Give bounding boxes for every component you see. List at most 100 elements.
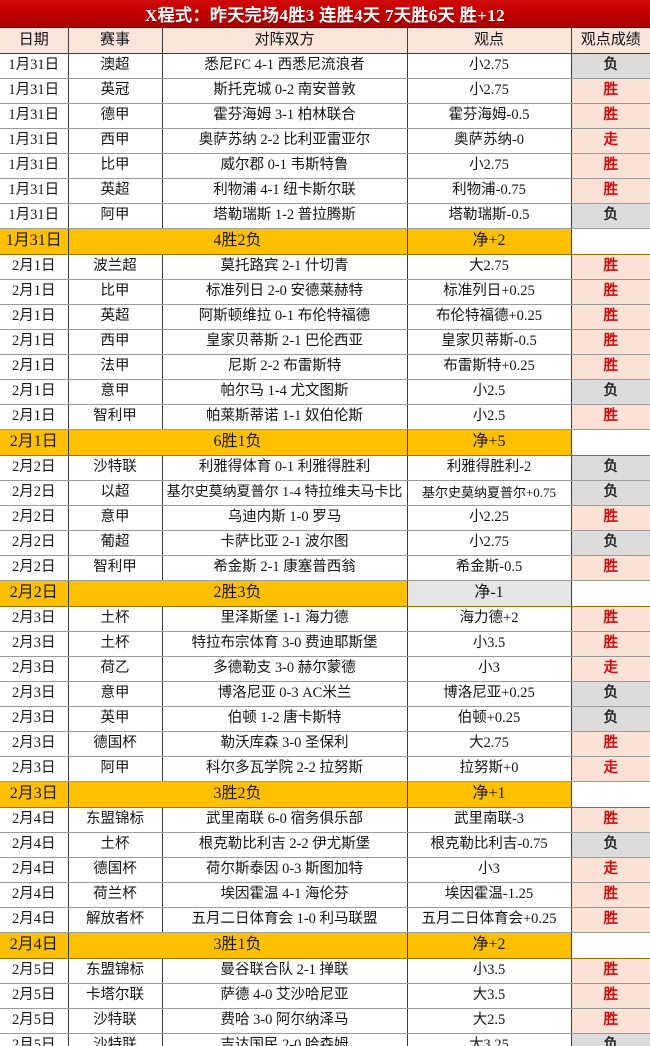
table-row: 2月1日 西甲 皇家贝蒂斯 2-1 巴伦西亚 皇家贝蒂斯-0.5 胜 — [0, 329, 650, 355]
cell-match: 奥萨苏纳 2-2 比利亚雷亚尔 — [162, 128, 408, 154]
cell-view: 五月二日体育会+0.25 — [407, 907, 572, 933]
cell-league: 荷乙 — [68, 656, 163, 682]
table-row: 1月31日 德甲 霍芬海姆 3-1 柏林联合 霍芬海姆-0.5 胜 — [0, 103, 650, 129]
cell-view: 海力德+2 — [407, 606, 572, 632]
summary-row: 2月2日 2胜3负 净-1 — [0, 579, 650, 607]
cell-match: 帕莱斯蒂诺 1-1 奴伯伦斯 — [162, 404, 408, 430]
cell-date: 1月31日 — [0, 78, 69, 104]
cell-result: 胜 — [570, 606, 650, 632]
cell-date: 1月31日 — [0, 128, 69, 154]
cell-view: 小2.5 — [407, 379, 572, 405]
column-header-view: 观点 — [407, 28, 572, 54]
table-row: 2月5日 卡塔尔联 萨德 4-0 艾沙哈尼亚 大3.5 胜 — [0, 983, 650, 1009]
cell-league: 法甲 — [68, 354, 163, 380]
cell-match: 荷尔斯泰因 0-3 斯图加特 — [162, 857, 408, 883]
cell-match: 乌迪内斯 1-0 罗马 — [162, 505, 408, 531]
table-row: 2月3日 土杯 里泽斯堡 1-1 海力德 海力德+2 胜 — [0, 606, 650, 632]
cell-league: 土杯 — [68, 606, 163, 632]
cell-league: 土杯 — [68, 832, 163, 858]
cell-league: 东盟锦标 — [68, 807, 163, 833]
cell-view: 大2.75 — [407, 254, 572, 280]
cell-league: 荷兰杯 — [68, 882, 163, 908]
table-row: 2月3日 阿甲 科尔多瓦学院 2-2 拉努斯 拉努斯+0 走 — [0, 756, 650, 782]
cell-match: 皇家贝蒂斯 2-1 巴伦西亚 — [162, 329, 408, 355]
cell-league: 意甲 — [68, 505, 163, 531]
table-row: 2月3日 意甲 博洛尼亚 0-3 AC米兰 博洛尼亚+0.25 负 — [0, 681, 650, 707]
summary-net: 净+1 — [407, 780, 572, 808]
cell-league: 意甲 — [68, 681, 163, 707]
summary-row: 2月3日 3胜2负 净+1 — [0, 780, 650, 808]
cell-date: 2月5日 — [0, 1008, 69, 1034]
table-row: 1月31日 英超 利物浦 4-1 纽卡斯尔联 利物浦-0.75 胜 — [0, 178, 650, 204]
column-header-league: 赛事 — [68, 28, 163, 54]
cell-league: 解放者杯 — [68, 907, 163, 933]
table-row: 2月1日 英超 阿斯顿维拉 0-1 布伦特福德 布伦特福德+0.25 胜 — [0, 304, 650, 330]
summary-date: 2月1日 — [0, 428, 69, 456]
cell-result: 负 — [570, 1033, 650, 1046]
table-row: 2月4日 土杯 根克勒比利吉 2-2 伊尤斯堡 根克勒比利吉-0.75 负 — [0, 832, 650, 858]
title-banner: X程式：昨天完场4胜3 连胜4天 7天胜6天 胜+12 — [0, 0, 650, 28]
cell-view: 小2.75 — [407, 530, 572, 556]
cell-view: 利雅得胜利-2 — [407, 455, 572, 481]
table-row: 2月2日 以超 基尔史莫纳夏普尔 1-4 特拉维夫马卡比 基尔史莫纳夏普尔+0.75 负 — [0, 480, 650, 506]
cell-league: 西甲 — [68, 128, 163, 154]
cell-date: 2月4日 — [0, 807, 69, 833]
table-row: 2月1日 比甲 标准列日 2-0 安德莱赫特 标准列日+0.25 胜 — [0, 279, 650, 305]
cell-result: 胜 — [570, 807, 650, 833]
cell-result: 胜 — [570, 153, 650, 179]
cell-match: 武里南联 6-0 宿务俱乐部 — [162, 807, 408, 833]
cell-view: 皇家贝蒂斯-0.5 — [407, 329, 572, 355]
summary-date: 2月3日 — [0, 780, 69, 808]
cell-view: 伯顿+0.25 — [407, 706, 572, 732]
cell-view: 小2.25 — [407, 505, 572, 531]
cell-result: 走 — [570, 857, 650, 883]
cell-league: 葡超 — [68, 530, 163, 556]
cell-result: 胜 — [570, 555, 650, 581]
cell-result: 胜 — [570, 631, 650, 657]
cell-result: 胜 — [570, 958, 650, 984]
cell-league: 比甲 — [68, 279, 163, 305]
summary-date: 2月4日 — [0, 931, 69, 959]
table-row: 2月1日 意甲 帕尔马 1-4 尤文图斯 小2.5 负 — [0, 379, 650, 405]
cell-view: 拉努斯+0 — [407, 756, 572, 782]
cell-league: 英超 — [68, 304, 163, 330]
cell-view: 标准列日+0.25 — [407, 279, 572, 305]
cell-league: 德甲 — [68, 103, 163, 129]
cell-match: 曼谷联合队 2-1 掸联 — [162, 958, 408, 984]
cell-view: 根克勒比利吉-0.75 — [407, 832, 572, 858]
cell-match: 威尔郡 0-1 韦斯特鲁 — [162, 153, 408, 179]
cell-match: 费哈 3-0 阿尔纳泽马 — [162, 1008, 408, 1034]
cell-date: 2月1日 — [0, 304, 69, 330]
table-row: 2月4日 解放者杯 五月二日体育会 1-0 利马联盟 五月二日体育会+0.25 胜 — [0, 907, 650, 933]
results-table: 日期 赛事 对阵双方 观点 观点成绩 1月31日 澳超 悉尼FC 4-1 西悉尼流浪… — [0, 28, 650, 1046]
cell-date: 2月3日 — [0, 706, 69, 732]
table-row: 2月5日 东盟锦标 曼谷联合队 2-1 掸联 小3.5 胜 — [0, 958, 650, 984]
cell-view: 希金斯-0.5 — [407, 555, 572, 581]
cell-league: 德国杯 — [68, 731, 163, 757]
cell-result: 负 — [570, 455, 650, 481]
cell-league: 英甲 — [68, 706, 163, 732]
summary-date: 1月31日 — [0, 227, 69, 255]
cell-league: 意甲 — [68, 379, 163, 405]
cell-view: 基尔史莫纳夏普尔+0.75 — [407, 480, 572, 506]
cell-league: 波兰超 — [68, 254, 163, 280]
summary-net: 净-1 — [407, 579, 572, 607]
cell-date: 2月5日 — [0, 983, 69, 1009]
cell-result: 胜 — [570, 279, 650, 305]
summary-record: 3胜2负 — [68, 780, 408, 808]
table-body: 1月31日 澳超 悉尼FC 4-1 西悉尼流浪者 小2.75 负 1月31日 英冠 斯托克城 … — [0, 53, 650, 1046]
cell-league: 英冠 — [68, 78, 163, 104]
cell-league: 沙特联 — [68, 455, 163, 481]
cell-view: 大3.5 — [407, 983, 572, 1009]
cell-view: 塔勒瑞斯-0.5 — [407, 203, 572, 229]
table-row: 2月4日 德国杯 荷尔斯泰因 0-3 斯图加特 小3 走 — [0, 857, 650, 883]
table-row: 2月3日 英甲 伯顿 1-2 唐卡斯特 伯顿+0.25 负 — [0, 706, 650, 732]
summary-record: 2胜3负 — [68, 579, 408, 607]
cell-match: 霍芬海姆 3-1 柏林联合 — [162, 103, 408, 129]
table-row: 1月31日 澳超 悉尼FC 4-1 西悉尼流浪者 小2.75 负 — [0, 53, 650, 79]
cell-match: 塔勒瑞斯 1-2 普拉腾斯 — [162, 203, 408, 229]
cell-league: 智利甲 — [68, 404, 163, 430]
summary-result-blank — [570, 579, 650, 607]
cell-match: 卡萨比亚 2-1 波尔图 — [162, 530, 408, 556]
